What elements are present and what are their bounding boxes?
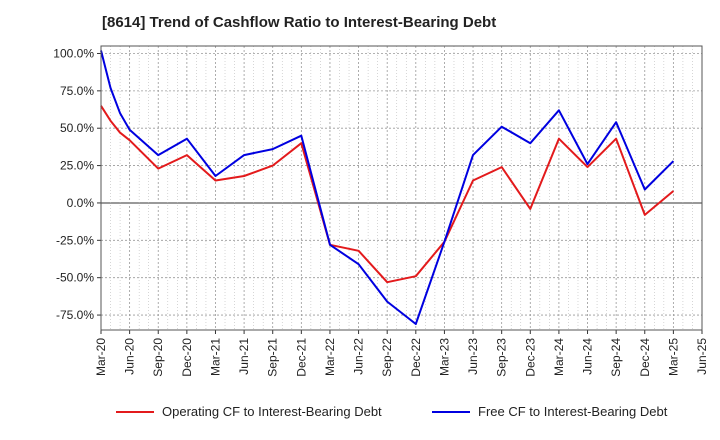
y-tick-label: -25.0% — [56, 233, 94, 247]
x-tick-label: Sep-20 — [151, 338, 165, 377]
x-axis: Mar-20 Jun-20 Sep-20 Dec-20 Mar-21 Jun-21 Sep-… — [94, 330, 709, 377]
x-tick-label: Dec-21 — [294, 338, 308, 377]
legend-label-operating-cf: Operating CF to Interest-Bearing Debt — [162, 404, 382, 419]
x-tick-label: Mar-23 — [437, 338, 451, 376]
x-tick-label: Jun-22 — [352, 338, 366, 375]
x-tick-label: Sep-24 — [609, 338, 623, 377]
x-tick-label: Jun-25 — [695, 338, 709, 375]
y-tick-label: 100.0% — [53, 46, 94, 60]
y-tick-label: 25.0% — [60, 159, 94, 173]
legend-item-free-cf: Free CF to Interest-Bearing Debt — [432, 404, 667, 419]
y-tick-label: -50.0% — [56, 271, 94, 285]
x-tick-label: Mar-20 — [94, 338, 108, 376]
x-tick-label: Mar-22 — [323, 338, 337, 376]
x-tick-label: Jun-23 — [466, 338, 480, 375]
x-tick-label: Sep-23 — [495, 338, 509, 377]
chart-title: [8614] Trend of Cashflow Ratio to Intere… — [102, 14, 497, 31]
y-tick-label: 75.0% — [60, 84, 94, 98]
legend-swatch-free-cf — [432, 410, 470, 413]
y-tick-label: -75.0% — [56, 308, 94, 322]
x-tick-label: Jun-21 — [237, 338, 251, 375]
x-tick-label: Dec-20 — [180, 338, 194, 377]
x-tick-label: Mar-21 — [208, 338, 222, 376]
x-tick-label: Sep-21 — [266, 338, 280, 377]
legend-swatch-operating-cf — [116, 410, 154, 413]
x-tick-label: Sep-22 — [380, 338, 394, 377]
y-axis: 100.0% 75.0% 50.0% 25.0% 0.0% -25.0% -50.0% -75… — [53, 46, 101, 322]
x-tick-label: Dec-23 — [523, 338, 537, 377]
x-tick-label: Mar-25 — [666, 338, 680, 376]
legend-label-free-cf: Free CF to Interest-Bearing Debt — [478, 404, 668, 419]
legend: Operating CF to Interest-Bearing Debt Fr… — [0, 404, 720, 426]
y-tick-label: 50.0% — [60, 121, 94, 135]
x-tick-label: Mar-24 — [552, 338, 566, 376]
x-tick-label: Dec-24 — [638, 338, 652, 377]
x-tick-label: Dec-22 — [409, 338, 423, 377]
y-tick-label: 0.0% — [67, 196, 95, 210]
legend-item-operating-cf: Operating CF to Interest-Bearing Debt — [116, 404, 382, 419]
plot-area-frame — [100, 45, 703, 331]
series-layer — [100, 50, 675, 325]
grid-layer — [100, 46, 703, 330]
x-tick-label: Jun-24 — [581, 338, 595, 375]
x-tick-label: Jun-20 — [123, 338, 137, 375]
